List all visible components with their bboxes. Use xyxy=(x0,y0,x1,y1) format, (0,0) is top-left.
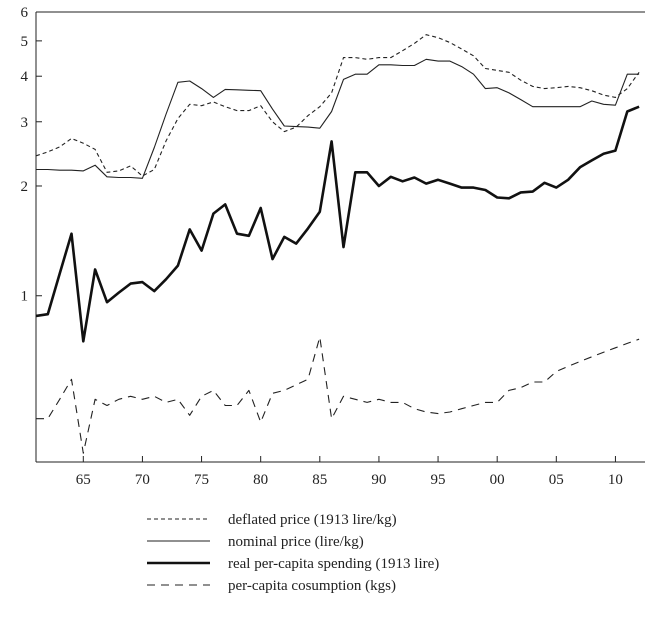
y-tick-label: 1 xyxy=(21,289,29,305)
legend-label: deflated price (1913 lire/kg) xyxy=(228,512,397,528)
x-tick-label: 75 xyxy=(194,472,209,488)
legend-label: nominal price (lire/kg) xyxy=(228,534,364,550)
x-tick-label: 90 xyxy=(371,472,386,488)
y-tick-label: 3 xyxy=(21,115,29,131)
plot-frame xyxy=(35,11,645,463)
y-tick-label: 6 xyxy=(21,5,29,21)
legend-label: real per-capita spending (1913 lire) xyxy=(228,556,439,572)
x-tick-label: 05 xyxy=(549,472,564,488)
x-tick-label: 85 xyxy=(312,472,327,488)
series-line-3 xyxy=(36,105,640,343)
series-layer xyxy=(36,34,640,454)
x-tick-label: 70 xyxy=(135,472,150,488)
x-tick-label: 65 xyxy=(76,472,91,488)
y-ticks: 1 2 3 4 5 6 xyxy=(21,5,42,305)
y-tick-label: 2 xyxy=(21,179,29,195)
x-tick-label: 95 xyxy=(431,472,446,488)
legend-label: per-capita cosumption (kgs) xyxy=(228,578,396,594)
x-tick-label: 80 xyxy=(253,472,268,488)
y-tick-label: 5 xyxy=(21,34,29,50)
series-line-4 xyxy=(36,336,640,454)
x-tick-label: 10 xyxy=(608,472,623,488)
y-tick-label: 4 xyxy=(21,69,29,85)
legend: deflated price (1913 lire/kg) nominal pri… xyxy=(147,512,439,594)
series-line-2 xyxy=(36,58,640,179)
series-line-1 xyxy=(36,34,640,177)
x-tick-label: 00 xyxy=(490,472,505,488)
x-ticks: 65 70 75 80 85 90 95 00 05 10 xyxy=(76,456,623,488)
